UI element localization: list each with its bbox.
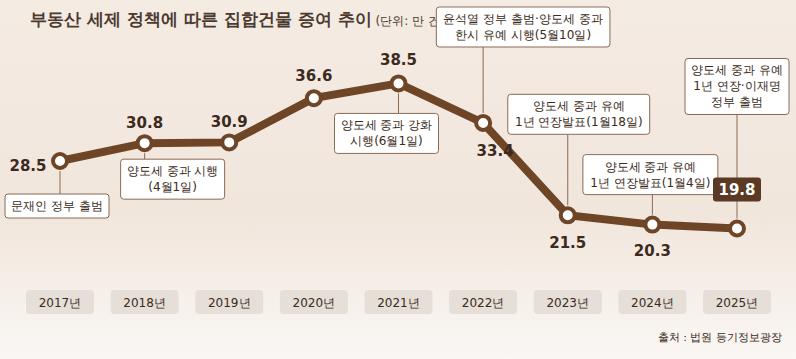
svg-text:19.8: 19.8 <box>718 181 755 199</box>
svg-text:2022년: 2022년 <box>462 296 505 310</box>
svg-text:2024년: 2024년 <box>631 296 674 310</box>
svg-text:30.8: 30.8 <box>126 114 163 132</box>
svg-text:양도세 중과 유예: 양도세 중과 유예 <box>691 63 783 77</box>
svg-text:시행(6월1일): 시행(6월1일) <box>350 134 423 148</box>
svg-text:30.9: 30.9 <box>211 113 248 131</box>
svg-text:양도세 중과 유예: 양도세 중과 유예 <box>605 160 697 174</box>
html-text:부동산 세제 정책에 따른 집합건물 증여 추이 (단위:: 부동산 세제 정책에 따른 집합건물 증여 추이 (단위: 만 건) <box>30 9 445 29</box>
svg-text:2019년: 2019년 <box>208 296 251 310</box>
svg-text:한시 유예 시행(5월10일): 한시 유예 시행(5월10일) <box>455 28 591 42</box>
svg-text:33.4: 33.4 <box>477 142 514 160</box>
svg-text:1년 연장발표(1월4일): 1년 연장발표(1월4일) <box>590 176 710 190</box>
svg-text:정부 출범: 정부 출범 <box>711 95 763 109</box>
svg-text:20.3: 20.3 <box>634 242 671 260</box>
svg-text:21.5: 21.5 <box>549 234 586 252</box>
svg-text:2020년: 2020년 <box>293 296 336 310</box>
svg-text:(4월1일): (4월1일) <box>148 180 197 194</box>
svg-text:양도세 중과 유예: 양도세 중과 유예 <box>533 99 625 113</box>
svg-text:2025년: 2025년 <box>716 296 759 310</box>
svg-text:38.5: 38.5 <box>380 51 417 69</box>
svg-text:2018년: 2018년 <box>123 296 166 310</box>
svg-text:2017년: 2017년 <box>39 296 82 310</box>
svg-text:문재인 정부 출범: 문재인 정부 출범 <box>11 199 103 213</box>
svg-text:1년 연장발표(1월18일): 1년 연장발표(1월18일) <box>515 115 643 129</box>
svg-text:윤석열 정부 출범·양도세 중과: 윤석열 정부 출범·양도세 중과 <box>443 12 602 26</box>
svg-text:28.5: 28.5 <box>9 157 46 175</box>
svg-text:2023년: 2023년 <box>546 296 589 310</box>
svg-text:1년 연장·이재명: 1년 연장·이재명 <box>693 79 780 93</box>
svg-text:36.6: 36.6 <box>295 67 332 85</box>
html-text:출처 : 법원 등기정보광장: 출처 : 법원 등기정보광장 <box>657 331 782 344</box>
svg-text:2021년: 2021년 <box>377 296 420 310</box>
svg-text:양도세 중과 강화: 양도세 중과 강화 <box>341 118 433 132</box>
svg-text:양도세 중과 시행: 양도세 중과 시행 <box>127 164 219 178</box>
